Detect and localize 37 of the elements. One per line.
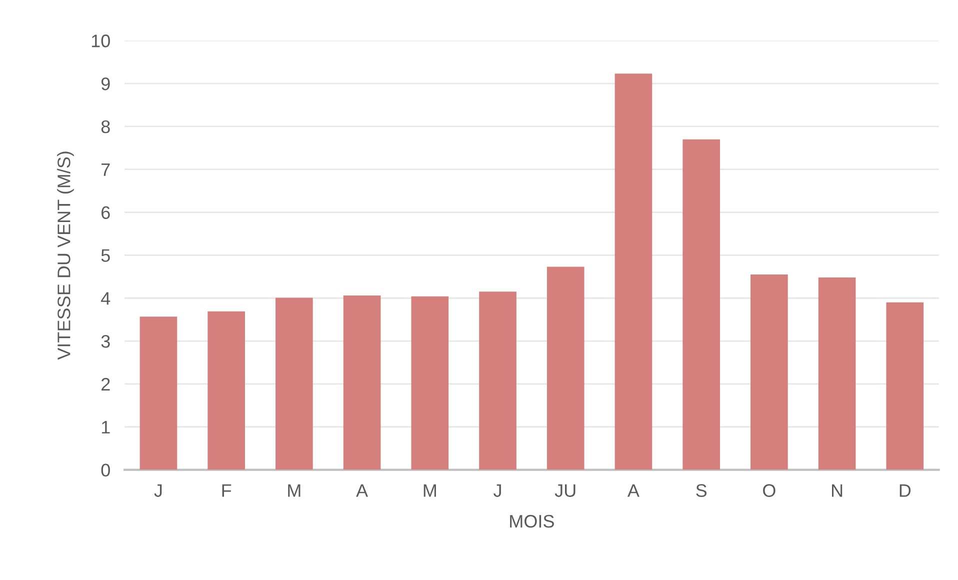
x-tick-label: J — [494, 484, 501, 497]
x-tick-label: J — [154, 484, 162, 497]
x-tick-label: A — [627, 484, 640, 497]
x-tick-label: D — [900, 484, 911, 497]
y-axis-title: VITESSE DU VENT (M/S) — [57, 152, 74, 360]
y-tick-label: 4 — [101, 292, 110, 305]
x-tick-label: O — [763, 484, 776, 497]
x-axis-title: MOIS — [510, 514, 554, 528]
x-tick-label: M — [288, 484, 300, 497]
bar — [343, 296, 381, 470]
y-tick-label: 7 — [102, 163, 110, 176]
bar — [750, 274, 788, 470]
x-tick-label: A — [356, 484, 368, 497]
y-tick-label: 2 — [102, 378, 110, 390]
y-tick-label: 8 — [101, 120, 110, 134]
bar — [208, 311, 245, 470]
bar — [682, 139, 720, 470]
x-tick-label: S — [696, 484, 707, 497]
bar — [614, 74, 652, 470]
y-tick-label: 1 — [102, 421, 110, 434]
y-tick-label: 3 — [101, 334, 110, 348]
bar — [479, 292, 516, 470]
bar — [140, 316, 178, 470]
bar — [818, 278, 856, 470]
x-tick-label: M — [424, 484, 436, 497]
bar — [546, 266, 584, 470]
y-tick-label: 6 — [102, 206, 110, 219]
y-tick-label: 5 — [101, 249, 110, 262]
bar — [886, 302, 924, 470]
y-tick-label: 9 — [101, 77, 110, 90]
y-tick-label: 10 — [92, 34, 110, 48]
x-tick-label: F — [222, 484, 232, 497]
bar — [411, 296, 449, 470]
x-tick-label: JU — [554, 484, 576, 497]
bar — [276, 298, 313, 470]
y-tick-label: 0 — [101, 464, 110, 477]
x-tick-label: N — [832, 484, 842, 497]
